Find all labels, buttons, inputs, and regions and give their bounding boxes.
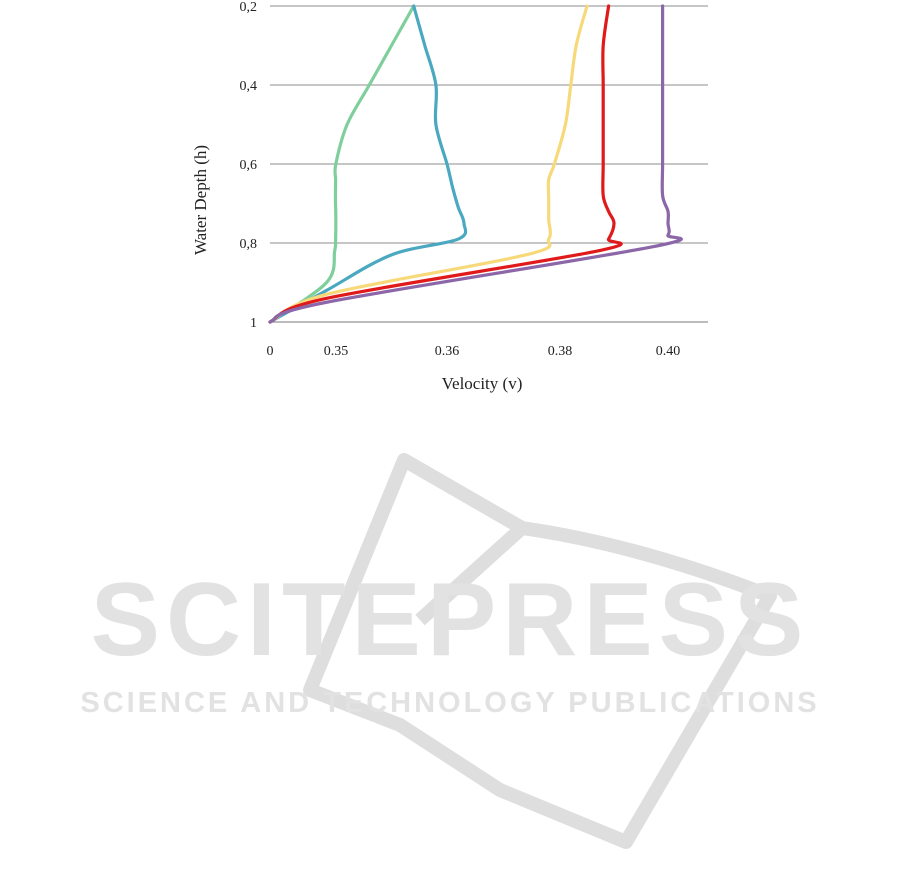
velocity-depth-chart: 0,2 0,4 0,6 0,8 1 0 0.35 0.36 0.38 0.40 Velocity…	[191, 0, 708, 393]
series-line-4	[268, 4, 623, 324]
x-tick-label: 0.38	[548, 344, 573, 359]
y-tick-label: 1	[250, 316, 257, 331]
y-axis-label: Water Depth (h)	[191, 145, 210, 255]
x-tick-label: 0	[267, 344, 274, 359]
y-tick-label: 0,4	[240, 79, 258, 94]
series-line-5	[268, 4, 683, 324]
watermark-title: SCITEPRESS	[91, 562, 810, 678]
y-tick-label: 0,2	[240, 0, 258, 15]
series-line-3	[268, 4, 589, 324]
x-axis-label: Velocity (v)	[442, 374, 523, 393]
series-line-1	[268, 4, 416, 324]
x-tick-label: 0.35	[324, 344, 349, 359]
series-lines	[268, 4, 683, 324]
y-tick-label: 0,6	[240, 158, 258, 173]
book-logo-icon	[303, 453, 777, 849]
x-tick-labels: 0 0.35 0.36 0.38 0.40	[267, 344, 681, 359]
y-tick-label: 0,8	[240, 237, 258, 252]
x-tick-label: 0.40	[656, 344, 681, 359]
x-tick-label: 0.36	[435, 344, 460, 359]
gridlines	[270, 5, 708, 323]
y-tick-labels: 0,2 0,4 0,6 0,8 1	[240, 0, 258, 331]
series-line-2	[268, 4, 468, 324]
watermark-subtitle: SCIENCE AND TECHNOLOGY PUBLICATIONS	[80, 687, 819, 719]
